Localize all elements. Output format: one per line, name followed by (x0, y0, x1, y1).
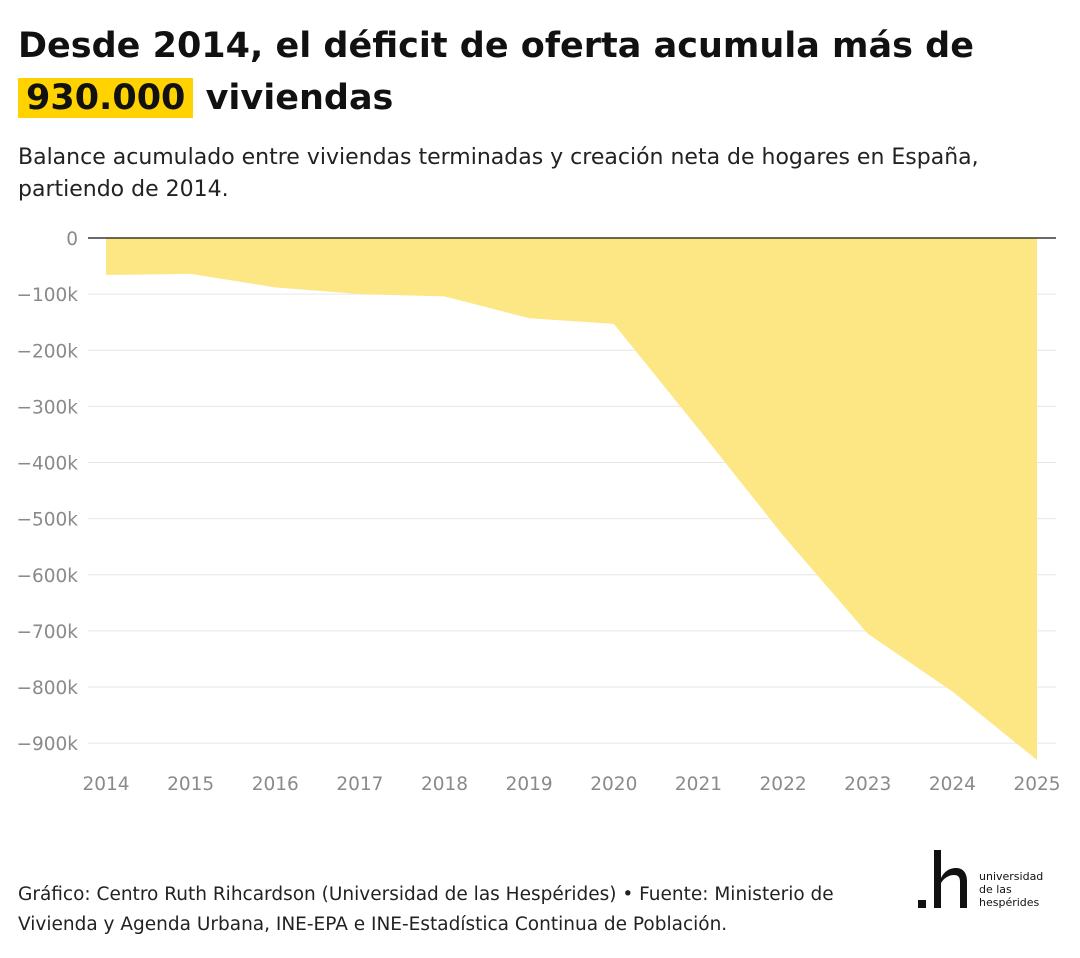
y-tick-label: −400k (16, 454, 78, 475)
x-tick-label: 2021 (675, 774, 722, 795)
y-tick-label: −100k (16, 285, 78, 306)
chart-title: Desde 2014, el déficit de oferta acumula… (18, 20, 1058, 124)
chart-title-text: Desde 2014, el déficit de oferta acumula… (18, 26, 974, 66)
x-tick-label: 2017 (336, 774, 383, 795)
university-logo: universidad de las hespérides (916, 848, 1066, 912)
area-series-fill (106, 238, 1037, 760)
x-tick-label: 2025 (1013, 774, 1060, 795)
area-chart: 0 −100k −200k −300k −400k −500k −600k −700k −800… (16, 229, 1060, 795)
x-tick-label: 2022 (760, 774, 807, 795)
chart-title-highlight: 930.000 (18, 78, 194, 118)
x-tick-label: 2016 (252, 774, 299, 795)
x-tick-label: 2014 (82, 774, 129, 795)
source-note: Gráfico: Centro Ruth Rihcardson (Univers… (18, 884, 834, 935)
y-tick-label: −800k (16, 678, 78, 699)
y-tick-label: −700k (16, 622, 78, 643)
logo-line-1: universidad (979, 870, 1044, 883)
x-tick-label: 2024 (929, 774, 976, 795)
area-series (106, 238, 1037, 760)
logo-line-2: de las (979, 883, 1012, 896)
y-tick-label: −300k (16, 397, 78, 418)
y-tick-label: −900k (16, 734, 78, 755)
y-tick-label: −500k (16, 510, 78, 531)
y-axis-ticks: 0 −100k −200k −300k −400k −500k −600k −700k −800… (16, 229, 78, 755)
x-tick-label: 2018 (421, 774, 468, 795)
y-tick-label: −600k (16, 566, 78, 587)
x-tick-label: 2019 (506, 774, 553, 795)
chart-title-text-end: viviendas (205, 78, 394, 118)
y-tick-label: 0 (66, 229, 78, 250)
x-axis-ticks: 2014 2015 2016 2017 2018 2019 2020 2021 2022 2023… (82, 774, 1060, 795)
chart-subtitle: Balance acumulado entre viviendas termin… (18, 145, 979, 202)
logo-line-3: hespérides (979, 896, 1040, 909)
x-tick-label: 2020 (590, 774, 637, 795)
y-tick-label: −200k (16, 341, 78, 362)
university-logo-text: universidad de las hespérides (979, 870, 1043, 909)
university-logo-mark (918, 850, 967, 908)
x-tick-label: 2015 (167, 774, 214, 795)
x-tick-label: 2023 (844, 774, 891, 795)
